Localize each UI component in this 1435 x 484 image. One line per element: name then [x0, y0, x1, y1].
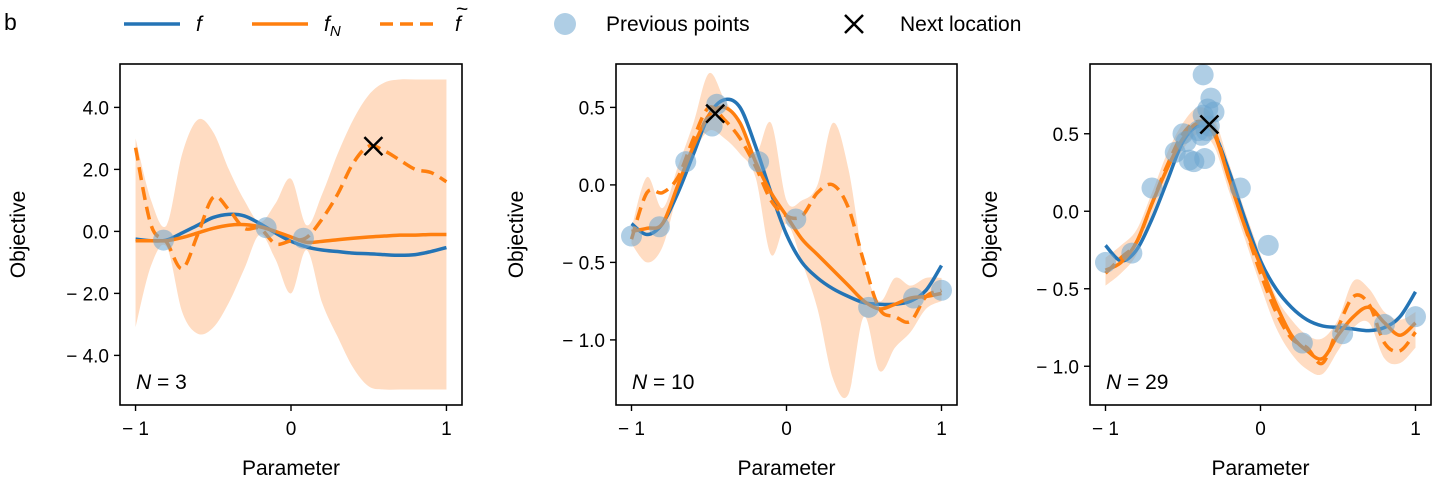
next-location-marker [705, 103, 726, 124]
x-tick-label: 0 [1255, 419, 1266, 440]
legend-item-next: Next location [844, 13, 1021, 36]
previous-point [1291, 332, 1313, 354]
previous-point [292, 227, 314, 249]
previous-point [931, 279, 952, 301]
previous-point [1257, 234, 1279, 256]
legend-marker-x [844, 14, 864, 34]
x-axis-label: Parameter [242, 457, 340, 480]
panel-letter: b [4, 9, 17, 35]
legend-label-fN: fN [324, 13, 341, 40]
plot-area [133, 79, 448, 390]
plot-area [621, 72, 952, 399]
panel-3: − 1 0 1 0.5 0.0 − 0.5 − 1.0 Parameter Objective N… [979, 63, 1432, 480]
x-tick-label: 1 [1410, 419, 1421, 440]
x-axis-label: Parameter [737, 457, 835, 480]
legend-item-fN: fN [252, 13, 341, 40]
y-tick-label: 0.0 [83, 222, 109, 243]
y-tick-label: − 2.0 [66, 284, 109, 305]
y-axis-label: Objective [979, 191, 1002, 279]
legend-label-ftilde: f [455, 13, 463, 36]
y-tick-label: 0.5 [1053, 125, 1079, 146]
uncertainty-band [1105, 107, 1416, 376]
previous-point [255, 217, 277, 239]
previous-point [1194, 148, 1216, 170]
legend-label-prev: Previous points [606, 13, 750, 36]
previous-point [1405, 306, 1426, 328]
previous-point [153, 229, 175, 251]
legend-label-f: f [196, 13, 204, 36]
x-tick-label: 1 [936, 419, 947, 440]
sample-count-annotation: N = 10 [632, 371, 694, 394]
y-axis-label: Objective [7, 191, 30, 279]
panel-1: − 1 0 1 4.0 2.0 0.0 − 2.0 − 4.0 Parameter Objecti… [7, 63, 463, 480]
legend-label-accent: ~ [456, 0, 468, 21]
y-axis-label: Objective [505, 191, 528, 279]
next-location-marker [1199, 114, 1220, 135]
y-tick-label: − 0.5 [562, 253, 605, 274]
legend-marker-circle [554, 13, 576, 35]
sample-count-value: = 10 [647, 371, 694, 394]
legend: f fN f~Previous points Next location [124, 0, 1021, 40]
y-tick-label: 0.0 [1053, 202, 1079, 223]
legend-item-f: f [124, 13, 204, 36]
x-tick-label: − 1 [1092, 419, 1119, 440]
sample-count-variable: N [136, 371, 152, 394]
legend-label-subscript: N [330, 23, 341, 40]
sample-count-value: = 3 [151, 371, 187, 394]
series-line-fN [135, 222, 447, 245]
series-line-ftilde [1104, 119, 1417, 366]
previous-point [1141, 177, 1163, 199]
previous-point [748, 151, 770, 173]
panels: − 1 0 1 4.0 2.0 0.0 − 2.0 − 4.0 Parameter Objecti… [7, 63, 1432, 480]
previous-point [1095, 251, 1116, 273]
next-location-marker [363, 136, 384, 157]
x-tick-label: − 1 [618, 419, 645, 440]
y-tick-label: 2.0 [83, 160, 109, 181]
x-axis-label: Parameter [1211, 457, 1309, 480]
previous-point [785, 208, 807, 230]
legend-item-prev: Previous points [554, 13, 750, 36]
sample-count-annotation: N = 29 [1106, 371, 1168, 394]
previous-point [1195, 120, 1217, 142]
x-tick-label: 1 [441, 419, 452, 440]
y-tick-label: 0.0 [579, 176, 605, 197]
panel-2: − 1 0 1 0.5 0.0 − 0.5 − 1.0 Parameter Objective N… [505, 63, 958, 480]
previous-point [621, 225, 642, 247]
previous-point [858, 296, 880, 318]
series-line-ftilde [133, 143, 448, 271]
previous-point [1121, 242, 1143, 264]
legend-label-next: Next location [900, 13, 1021, 36]
x-tick-label: 0 [286, 419, 297, 440]
previous-point [1203, 101, 1225, 123]
x-tick-label: − 1 [122, 419, 149, 440]
previous-point [648, 216, 670, 238]
legend-item-ftilde: f~ [380, 0, 468, 36]
previous-point [1229, 177, 1251, 199]
y-tick-label: − 1.0 [1036, 357, 1079, 378]
x-tick-label: 0 [781, 419, 792, 440]
y-tick-label: − 0.5 [1036, 280, 1079, 301]
sample-count-variable: N [632, 371, 648, 394]
y-tick-label: 0.5 [579, 98, 605, 119]
y-tick-label: − 4.0 [66, 346, 109, 367]
sample-count-annotation: N = 3 [136, 371, 187, 394]
previous-point [675, 151, 697, 173]
previous-point [1374, 313, 1395, 335]
previous-point [1192, 64, 1214, 86]
sample-count-variable: N [1106, 371, 1122, 394]
previous-point [1332, 323, 1354, 345]
plot-area [1095, 64, 1426, 376]
y-tick-label: − 1.0 [562, 331, 605, 352]
y-tick-label: 4.0 [83, 98, 109, 119]
uncertainty-band [135, 79, 447, 390]
sample-count-value: = 29 [1121, 371, 1168, 394]
previous-point [903, 287, 925, 309]
